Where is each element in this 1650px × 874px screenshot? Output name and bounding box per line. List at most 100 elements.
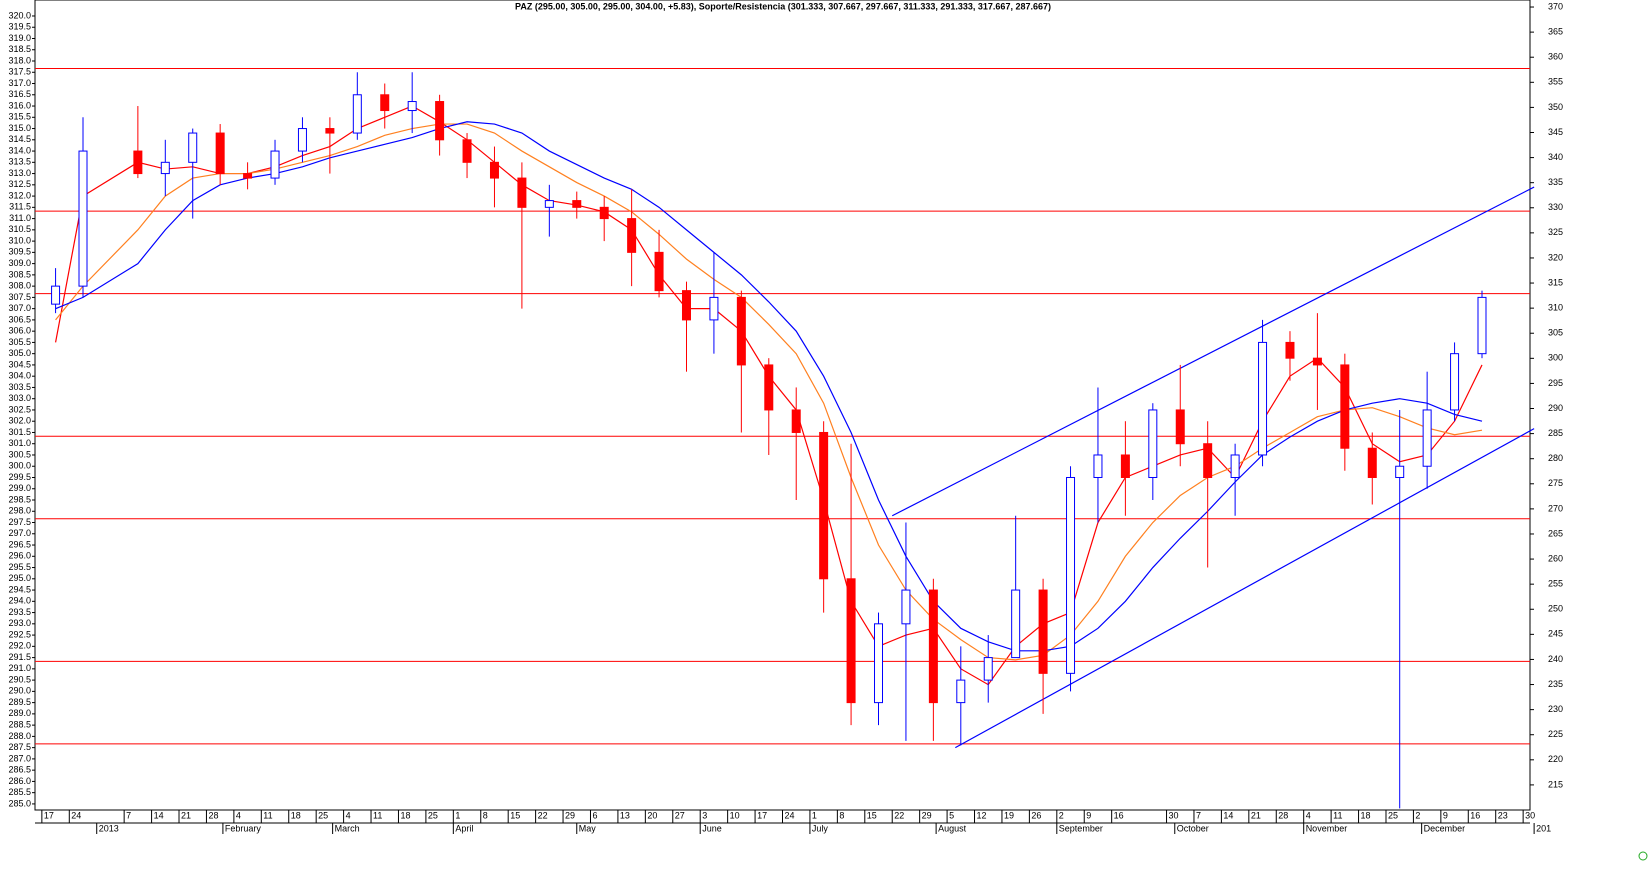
x-tick-label: 28 — [208, 810, 218, 820]
y-tick-label: 309.0 — [8, 258, 31, 268]
x-tick-label: 11 — [373, 810, 382, 820]
y-tick-label: 294.0 — [8, 596, 31, 606]
x-tick-label: 5 — [949, 810, 954, 820]
candle-body — [352, 94, 362, 134]
candle-body — [819, 431, 829, 580]
y-tick-label: 305.0 — [8, 348, 31, 358]
x-tick-label: 12 — [977, 810, 987, 820]
y2-tick-label: 230 — [1548, 704, 1563, 714]
y2-tick-label: 320 — [1548, 252, 1563, 262]
y-tick-label: 310.0 — [8, 235, 31, 245]
x-tick-label: 4 — [346, 810, 351, 820]
y2-tick-label: 310 — [1548, 303, 1563, 313]
y2-tick-label: 305 — [1548, 328, 1563, 338]
y-tick-label: 300.5 — [8, 449, 31, 459]
candle-body — [462, 139, 472, 163]
y2-tick-label: 345 — [1548, 127, 1563, 137]
candle-body — [1477, 296, 1487, 355]
y2-tick-label: 340 — [1548, 152, 1563, 162]
y-tick-label: 303.5 — [8, 382, 31, 392]
y2-tick-label: 235 — [1548, 679, 1563, 689]
x-tick-label: 2 — [1415, 810, 1420, 820]
x-tick-label: 14 — [1223, 810, 1233, 820]
y-tick-label: 307.5 — [8, 292, 31, 302]
y2-tick-label: 325 — [1548, 227, 1563, 237]
y-tick-label: 294.5 — [8, 584, 31, 594]
candle-body — [435, 101, 445, 141]
x-tick-label: 17 — [757, 810, 767, 820]
moving-average — [55, 123, 1483, 661]
candle-body — [874, 623, 884, 704]
y-tick-label: 292.0 — [8, 641, 31, 651]
chart-title: PAZ (295.00, 305.00, 295.00, 304.00, +5.… — [515, 1, 1051, 11]
x-tick-label: 7 — [1196, 810, 1201, 820]
y-tick-label: 295.0 — [8, 573, 31, 583]
y-tick-label: 299.0 — [8, 483, 31, 493]
y-tick-label: 306.5 — [8, 314, 31, 324]
y-tick-label: 298.5 — [8, 494, 31, 504]
candle-body — [764, 364, 774, 411]
x-tick-label: 29 — [565, 810, 575, 820]
candle-body — [599, 206, 609, 220]
y2-tick-label: 290 — [1548, 403, 1563, 413]
x-tick-label: 29 — [922, 810, 932, 820]
y2-tick-label: 350 — [1548, 102, 1563, 112]
y2-tick-label: 335 — [1548, 177, 1563, 187]
candle-body — [791, 409, 801, 433]
y-tick-label: 288.0 — [8, 731, 31, 741]
y2-tick-label: 280 — [1548, 453, 1563, 463]
candle-body — [1340, 364, 1350, 449]
y-tick-label: 303.0 — [8, 393, 31, 403]
x-tick-label: 22 — [894, 810, 904, 820]
y2-tick-label: 295 — [1548, 378, 1563, 388]
x-tick-label: 28 — [1278, 810, 1288, 820]
y-tick-label: 318.0 — [8, 55, 31, 65]
x-tick-label: 27 — [675, 810, 685, 820]
y-tick-label: 293.5 — [8, 607, 31, 617]
candle-body — [215, 132, 225, 175]
y-tick-label: 319.5 — [8, 22, 31, 32]
y-tick-label: 290.5 — [8, 674, 31, 684]
x-tick-label: 19 — [1004, 810, 1014, 820]
y-tick-label: 317.0 — [8, 78, 31, 88]
candle-body — [1312, 357, 1322, 366]
month-label: April — [455, 823, 473, 833]
candle-body — [1367, 447, 1377, 478]
x-tick-label: 23 — [1498, 810, 1508, 820]
y2-tick-label: 260 — [1548, 553, 1563, 563]
x-tick-label: 4 — [1306, 810, 1311, 820]
candle-body — [188, 132, 198, 163]
x-tick-label: 30 — [1169, 810, 1179, 820]
candle-body — [901, 589, 911, 625]
y2-tick-label: 215 — [1548, 779, 1563, 789]
y-tick-label: 313.5 — [8, 157, 31, 167]
x-tick-label: 18 — [400, 810, 410, 820]
y2-tick-label: 270 — [1548, 503, 1563, 513]
x-tick-label: 7 — [126, 810, 131, 820]
candle-body — [1422, 409, 1432, 467]
y-tick-label: 314.0 — [8, 145, 31, 155]
y2-tick-label: 365 — [1548, 26, 1563, 36]
y-tick-label: 296.5 — [8, 539, 31, 549]
x-tick-label: 17 — [44, 810, 54, 820]
y-tick-label: 301.0 — [8, 438, 31, 448]
y-tick-label: 285.0 — [8, 798, 31, 808]
x-tick-label: 11 — [263, 810, 272, 820]
candle-body — [1148, 409, 1158, 478]
y2-tick-label: 220 — [1548, 754, 1563, 764]
x-tick-label: 8 — [483, 810, 488, 820]
candle-body — [160, 161, 170, 175]
candle-body — [1285, 341, 1295, 359]
moving-average — [54, 105, 1483, 686]
y-tick-label: 293.0 — [8, 618, 31, 628]
y-tick-label: 306.0 — [8, 326, 31, 336]
trend-line — [891, 186, 1535, 517]
month-label: June — [702, 823, 722, 833]
candle-body — [297, 128, 307, 152]
x-tick-label: 18 — [291, 810, 301, 820]
candle-body — [517, 177, 527, 208]
y2-tick-label: 330 — [1548, 202, 1563, 212]
candle-body — [1258, 341, 1268, 456]
x-tick-label: 10 — [730, 810, 740, 820]
y-tick-label: 309.5 — [8, 247, 31, 257]
